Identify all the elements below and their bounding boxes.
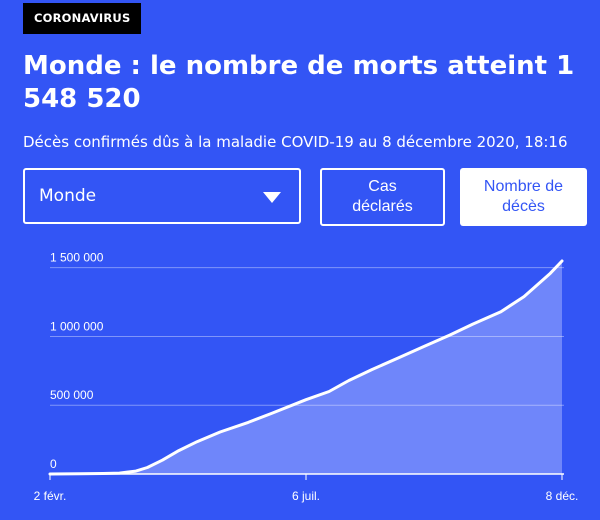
y-tick-label: 1 500 000 [50, 251, 104, 265]
page-subtitle: Décès confirmés dûs à la maladie COVID-1… [23, 133, 568, 151]
x-tick-label: 6 juil. [292, 489, 320, 503]
deaths-button-label: Nombre de décès [483, 178, 564, 215]
deaths-line [48, 259, 564, 476]
chevron-down-icon [263, 192, 281, 203]
page-title: Monde : le nombre de morts atteint 1 548… [23, 51, 575, 114]
category-tag: CORONAVIRUS [23, 3, 142, 34]
deaths-button[interactable]: Nombre de décès [460, 168, 587, 226]
x-tick-label: 2 févr. [34, 489, 67, 503]
cases-button[interactable]: Cas déclarés [320, 168, 445, 226]
region-select[interactable]: Monde [23, 168, 301, 224]
x-tick-label: 8 déc. [546, 489, 579, 503]
cases-button-label: Cas déclarés [352, 178, 413, 215]
y-tick-label: 1 000 000 [50, 319, 104, 333]
y-tick-label: 0 [50, 457, 57, 471]
y-tick-label: 500 000 [50, 388, 94, 402]
deaths-area [50, 261, 562, 474]
region-select-value: Monde [39, 186, 97, 206]
